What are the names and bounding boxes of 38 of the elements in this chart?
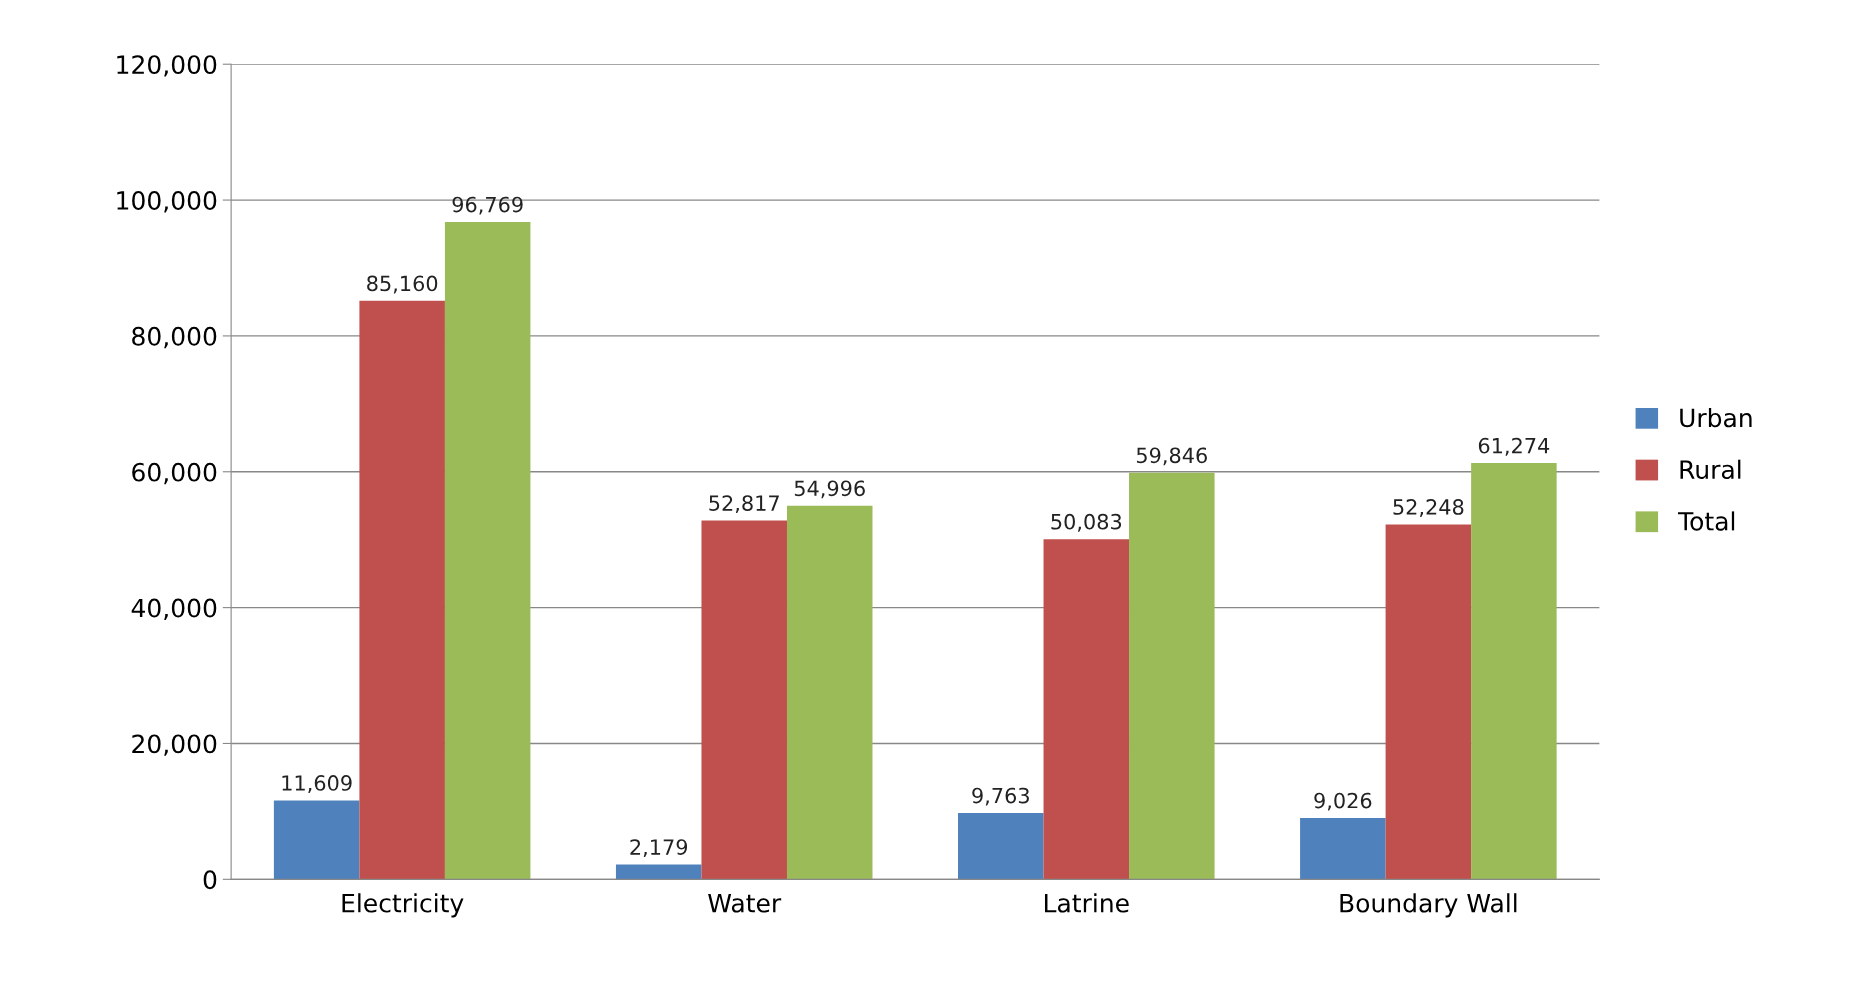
y-tick-label: 100,000 [117, 191, 217, 213]
text: 54,996 [794, 480, 865, 499]
bar [1129, 472, 1215, 880]
text: 11,609 [282, 775, 352, 793]
y-tick-label: 20,000 [132, 734, 217, 756]
bar [273, 800, 360, 880]
text: 9,026 [1314, 792, 1372, 811]
text: 52,248 [1393, 499, 1464, 517]
bar [1043, 539, 1130, 880]
bar [701, 520, 787, 880]
y-tick-label: 120,000 [117, 55, 217, 77]
text: 50,083 [1051, 513, 1122, 532]
y-tick-label: 80,000 [132, 326, 217, 349]
y-tick-label: 60,000 [132, 462, 217, 485]
bar [1300, 818, 1386, 880]
bar [359, 300, 445, 880]
bar [1471, 463, 1557, 880]
x-tick-label: Latrine [1044, 893, 1129, 913]
text: 59,846 [1136, 447, 1207, 466]
bar [615, 864, 702, 880]
text: 96,769 [452, 196, 523, 215]
legend-label: Total [1677, 511, 1735, 531]
bar [1385, 524, 1472, 880]
text: 2,179 [630, 839, 688, 858]
x-tick-label: Water [708, 893, 782, 913]
bar [786, 505, 873, 880]
y-tick-label: 0 [203, 870, 217, 890]
text: 61,274 [1478, 437, 1550, 456]
bar [444, 222, 531, 880]
text: 52,817 [709, 495, 779, 514]
x-tick-label: Boundary Wall [1340, 893, 1517, 918]
y-tick-label: 40,000 [131, 598, 217, 621]
legend-label: Rural [1680, 459, 1741, 480]
x-tick-label: Electricity [342, 893, 464, 918]
text: 9,763 [972, 787, 1029, 806]
text: 85,160 [367, 275, 438, 294]
legend-label: Urban [1680, 407, 1752, 428]
bar [958, 813, 1044, 880]
